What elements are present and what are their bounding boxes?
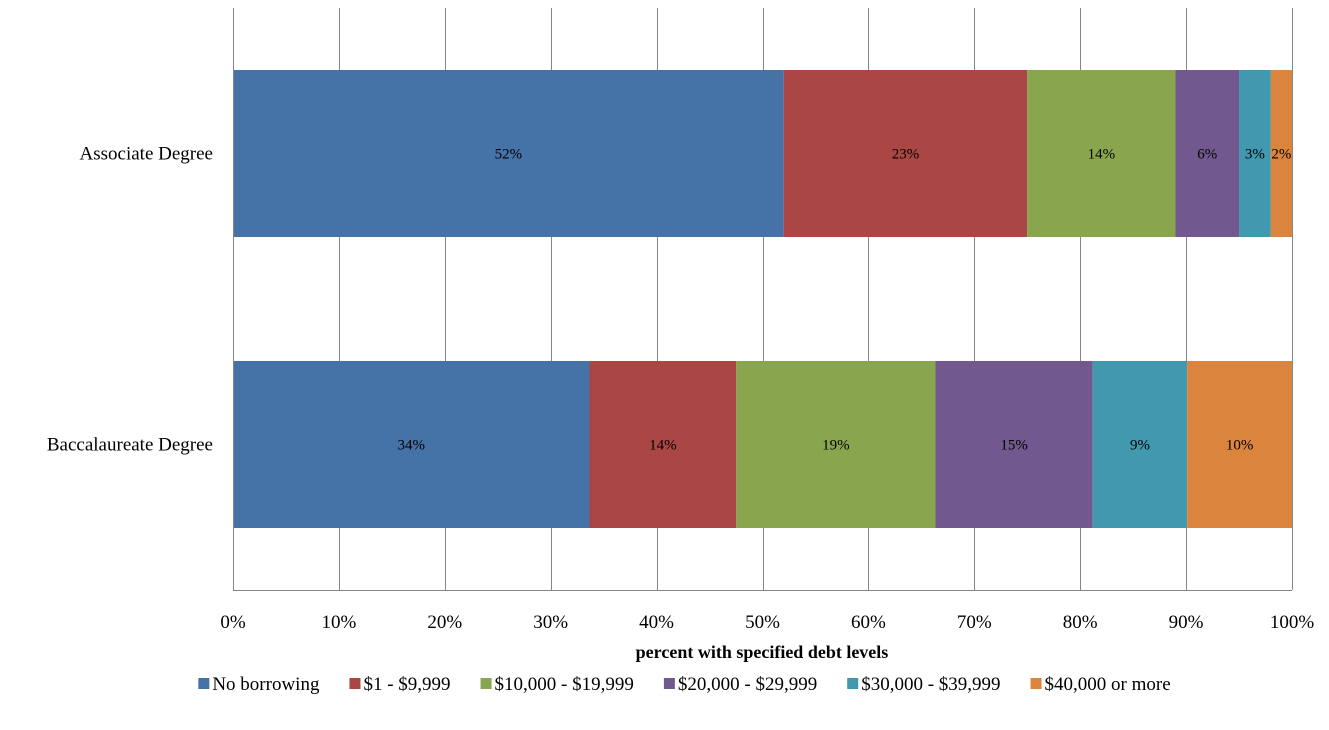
x-tick-label: 10%	[321, 612, 356, 633]
legend-label: $20,000 - $29,999	[678, 674, 817, 695]
bar-segment	[1270, 70, 1292, 237]
bars	[233, 70, 1292, 528]
legend-item: $40,000 or more	[1030, 674, 1171, 695]
legend-label: $10,000 - $19,999	[495, 674, 634, 695]
data-label: 23%	[892, 147, 920, 163]
x-tick-labels: 0% 10% 20% 30% 40% 50% 60% 70% 80% 90% 100%	[220, 612, 1314, 633]
x-tick-label: 50%	[745, 612, 780, 633]
bar-segment	[935, 361, 1093, 528]
legend-swatch	[198, 678, 210, 689]
data-label: 52%	[495, 147, 523, 163]
legend-item: $30,000 - $39,999	[847, 674, 1001, 695]
legend-swatch	[480, 678, 492, 689]
legend-swatch	[349, 678, 361, 689]
x-axis-title: percent with specified debt levels	[636, 642, 889, 662]
x-tick-label: 70%	[957, 612, 992, 633]
x-tick-label: 80%	[1063, 612, 1098, 633]
bar-segment	[233, 361, 590, 528]
bar-segment	[1239, 70, 1271, 237]
bar-segment	[1187, 361, 1292, 528]
x-tick-label: 0%	[220, 612, 246, 633]
bar-segment	[736, 361, 936, 528]
data-label: 34%	[397, 438, 425, 454]
category-labels: Associate Degree Baccalaureate Degree	[47, 144, 213, 456]
legend-item: $10,000 - $19,999	[480, 674, 634, 695]
legend-item: $1 - $9,999	[349, 674, 451, 695]
data-labels: 52% 23% 14% 6% 3% 2% 34% 14% 19% 15% 9% 10%	[397, 147, 1291, 454]
data-label: 9%	[1130, 438, 1150, 454]
x-tick-label: 100%	[1270, 612, 1315, 633]
data-label: 15%	[1000, 438, 1028, 454]
legend-label: $30,000 - $39,999	[861, 674, 1000, 695]
legend: No borrowing $1 - $9,999 $10,000 - $19,999…	[198, 674, 1171, 695]
x-tick-label: 30%	[533, 612, 568, 633]
category-label: Baccalaureate Degree	[47, 435, 213, 456]
legend-item: No borrowing	[198, 674, 320, 695]
x-tick-label: 90%	[1169, 612, 1204, 633]
legend-item: $20,000 - $29,999	[663, 674, 817, 695]
data-label: 3%	[1245, 147, 1265, 163]
bar-segment	[1092, 361, 1188, 528]
data-label: 14%	[1088, 147, 1116, 163]
bar-segment	[1027, 70, 1176, 237]
data-label: 14%	[649, 438, 677, 454]
legend-swatch	[847, 678, 859, 689]
bar-segment	[589, 361, 737, 528]
x-tick-label: 60%	[851, 612, 886, 633]
data-label: 2%	[1271, 147, 1291, 163]
axes	[233, 8, 1292, 591]
data-label: 10%	[1226, 438, 1254, 454]
category-label: Associate Degree	[80, 144, 213, 165]
data-label: 6%	[1197, 147, 1217, 163]
legend-label: $1 - $9,999	[363, 674, 450, 695]
legend-swatch	[1030, 678, 1042, 689]
bar-segment	[783, 70, 1028, 237]
legend-label: $40,000 or more	[1045, 674, 1171, 695]
legend-swatch	[663, 678, 675, 689]
x-tick-label: 20%	[427, 612, 462, 633]
bar-segment	[1175, 70, 1240, 237]
data-label: 19%	[822, 438, 850, 454]
x-tick-label: 40%	[639, 612, 674, 633]
bar-segment	[233, 70, 784, 237]
legend-label: No borrowing	[212, 674, 320, 695]
